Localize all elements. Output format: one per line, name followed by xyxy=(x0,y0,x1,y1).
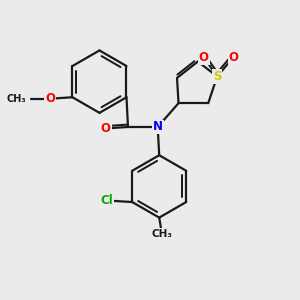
Text: CH₃: CH₃ xyxy=(7,94,26,104)
Text: Cl: Cl xyxy=(100,194,113,207)
Text: CH₃: CH₃ xyxy=(152,229,173,239)
Text: O: O xyxy=(101,122,111,135)
Text: S: S xyxy=(213,70,221,83)
Text: O: O xyxy=(199,51,209,64)
Text: O: O xyxy=(229,51,238,64)
Text: O: O xyxy=(45,92,55,105)
Text: N: N xyxy=(153,121,163,134)
